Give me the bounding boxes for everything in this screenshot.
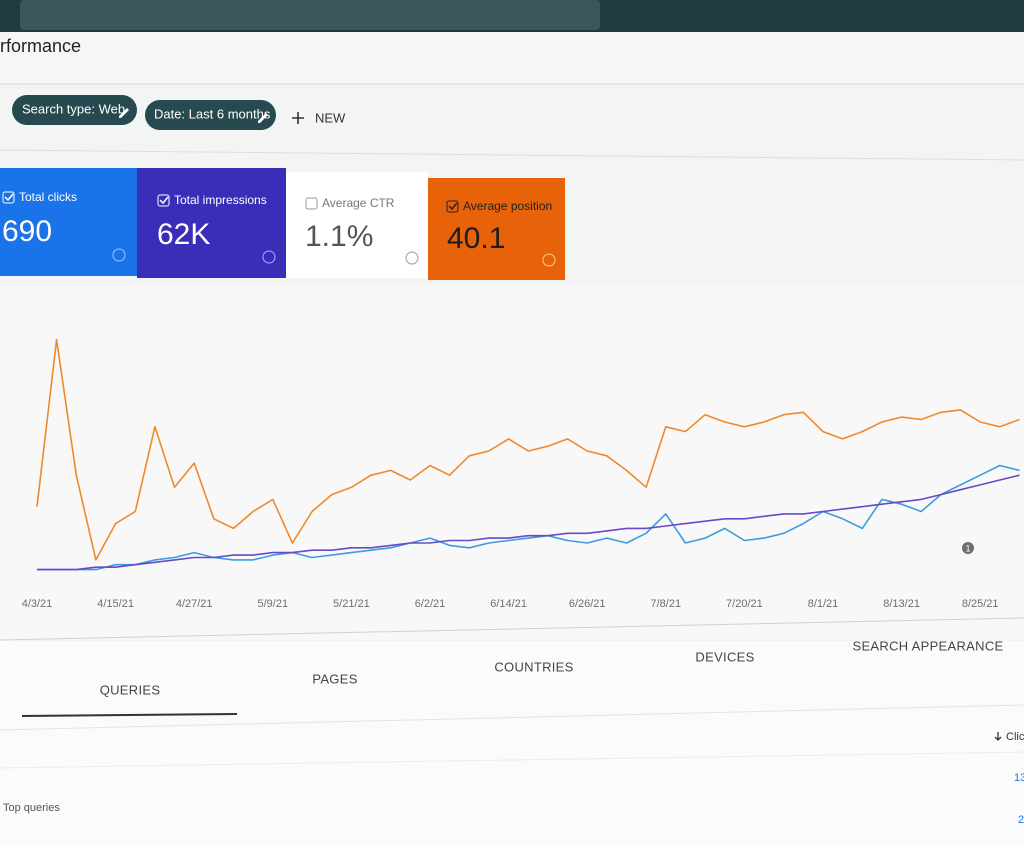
- series-line: [37, 474, 1020, 571]
- x-tick-label: 5/9/21: [258, 598, 289, 610]
- x-tick-label: 6/2/21: [415, 598, 446, 610]
- tab-bar: QUERIES PAGES COUNTRIES DEVICES SEARCH APPEA…: [100, 638, 1004, 697]
- x-tick-label: 6/26/21: [569, 598, 606, 610]
- tab[interactable]: SEARCH APPEARANCE: [852, 638, 1003, 653]
- x-tick-label: 8/1/21: [808, 598, 839, 610]
- tab[interactable]: COUNTRIES: [494, 659, 573, 674]
- table-cell: 2: [1018, 814, 1024, 826]
- series-line: [37, 464, 1020, 571]
- series-line: [36, 338, 1020, 561]
- metric-value: 62K: [157, 218, 210, 251]
- metric-label: Total impressions: [174, 193, 267, 207]
- x-tick-label: 6/14/21: [490, 598, 527, 610]
- plus-icon: [292, 112, 304, 124]
- annotation-label: 1: [965, 543, 970, 553]
- metric-card[interactable]: [137, 168, 286, 278]
- metric-card[interactable]: [286, 172, 428, 278]
- checkbox[interactable]: [157, 194, 170, 207]
- edit-icon: [258, 113, 268, 123]
- filter-chip[interactable]: [145, 100, 276, 130]
- help-icon[interactable]: [542, 253, 556, 267]
- table-cell: 13: [1014, 772, 1024, 784]
- x-tick-label: 8/25/21: [962, 598, 999, 610]
- help-icon[interactable]: [405, 251, 419, 265]
- tab[interactable]: DEVICES: [695, 649, 754, 664]
- search-box[interactable]: [20, 0, 600, 30]
- x-tick-label: 5/21/21: [333, 598, 370, 610]
- x-tick-label: 8/13/21: [883, 598, 920, 610]
- divider: [0, 704, 1024, 731]
- metric-value: 1.1%: [305, 220, 373, 253]
- x-tick-label: 4/27/21: [176, 598, 213, 610]
- divider: [0, 751, 1024, 769]
- sort-icon: [994, 732, 1002, 741]
- lower-panel: [0, 641, 1024, 846]
- x-tick-label: 7/20/21: [726, 598, 763, 610]
- tab[interactable]: QUERIES: [100, 682, 161, 697]
- annotation-marker: [962, 542, 974, 554]
- tab-underline: [21, 713, 238, 717]
- checkbox[interactable]: [446, 200, 459, 213]
- filter-chip[interactable]: [12, 95, 137, 125]
- x-tick-label: 7/8/21: [651, 598, 682, 610]
- x-tick-label: 4/3/21: [22, 598, 53, 610]
- divider: [0, 617, 1024, 641]
- x-tick-label: 4/15/21: [97, 598, 134, 610]
- metric-label: Average CTR: [322, 196, 395, 210]
- column-header[interactable]: Clicks: [1006, 731, 1024, 743]
- edit-icon: [119, 108, 129, 118]
- chart-panel: [0, 285, 1024, 640]
- tab[interactable]: PAGES: [312, 671, 357, 686]
- page-title: Performance: [0, 36, 81, 56]
- checkbox[interactable]: [2, 191, 15, 204]
- filter-chip-label: Search type: Web: [22, 101, 125, 116]
- chart: 4/3/21 4/15/21 4/27/21 5/9/21 5/21/21 6/2/21 6…: [22, 338, 1020, 610]
- metric-value: 40.1: [447, 222, 505, 255]
- divider: [0, 149, 1024, 161]
- help-icon[interactable]: [112, 248, 126, 262]
- checkbox[interactable]: [305, 197, 318, 210]
- check: [448, 202, 458, 211]
- help-icon[interactable]: [262, 250, 276, 264]
- metric-label: Total clicks: [19, 190, 77, 204]
- new-button[interactable]: NEW: [315, 110, 346, 125]
- check: [4, 193, 14, 202]
- metric-value: 690: [2, 215, 52, 248]
- filter-chip-label: Date: Last 6 months: [154, 106, 271, 121]
- table-title: Top queries: [3, 802, 60, 814]
- check: [159, 196, 169, 205]
- metric-card[interactable]: [428, 178, 565, 280]
- metric-label: Average position: [463, 199, 552, 213]
- title-bar: [0, 32, 1024, 84]
